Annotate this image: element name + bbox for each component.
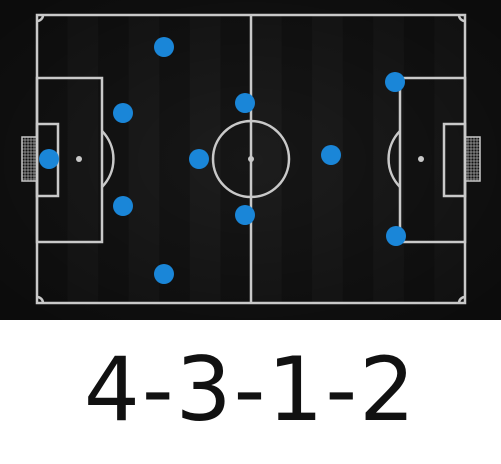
player-marker-goalkeeper[interactable] [39, 149, 59, 169]
corner-arc-bottom-right [457, 295, 466, 304]
player-marker-midfielder[interactable] [235, 205, 255, 225]
center-circle [211, 119, 291, 199]
pitch [0, 0, 501, 320]
player-marker-attacking-midfielder[interactable] [321, 145, 341, 165]
player-marker-forward[interactable] [386, 226, 406, 246]
left-penalty-arc [101, 130, 115, 188]
goal-frame [21, 136, 38, 182]
corner-arc-top-right [457, 14, 466, 23]
player-marker-midfielder[interactable] [189, 149, 209, 169]
pitch-svg [0, 0, 501, 320]
player-marker-defender[interactable] [113, 103, 133, 123]
right-penalty-arc [387, 130, 401, 188]
player-marker-defender[interactable] [154, 37, 174, 57]
corner-arc-bottom-left [36, 295, 45, 304]
goal-frame [464, 136, 481, 182]
player-marker-forward[interactable] [385, 72, 405, 92]
right-penalty-spot [418, 156, 424, 162]
right-goal [464, 136, 481, 182]
players-layer [39, 37, 406, 284]
center-spot [248, 156, 254, 162]
player-marker-defender[interactable] [154, 264, 174, 284]
left-goal [21, 136, 38, 182]
player-marker-defender[interactable] [113, 196, 133, 216]
left-penalty-spot [76, 156, 82, 162]
formation-label: 4-3-1-2 [83, 338, 418, 441]
player-marker-midfielder[interactable] [235, 93, 255, 113]
corner-arc-top-left [36, 14, 45, 23]
